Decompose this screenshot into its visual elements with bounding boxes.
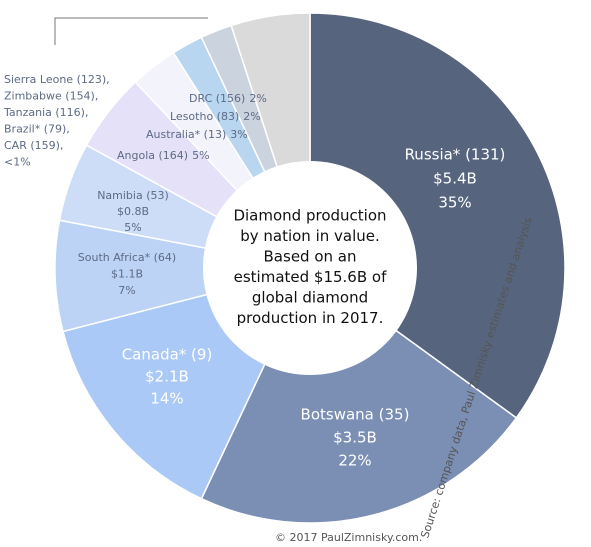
amount-label: $0.8B: [117, 205, 149, 218]
category-label: Russia* (131): [405, 146, 506, 164]
category-label: Namibia (53): [97, 189, 169, 202]
amount-label: $5.4B: [433, 170, 477, 188]
slice-label: Australia* (13) 3%: [146, 128, 248, 141]
center-text: by nation in value.: [240, 227, 380, 245]
category-label: Australia* (13): [146, 128, 226, 141]
slice-label: Angola (164) 5%: [117, 149, 210, 162]
value-label: 2%: [249, 92, 266, 105]
category-label: South Africa* (64): [78, 251, 176, 264]
slice-label: DRC (156) 2%: [189, 92, 267, 105]
value-label: 5%: [192, 149, 209, 162]
amount-label: $3.5B: [333, 429, 377, 447]
value-label: 22%: [338, 452, 371, 470]
others-label: <1%: [4, 156, 31, 169]
category-label: DRC (156): [189, 92, 245, 105]
others-label: Sierra Leone (123),: [4, 73, 110, 86]
donut-hole: [203, 161, 417, 375]
center-text: global diamond: [252, 289, 368, 307]
category-label: Angola (164): [117, 149, 188, 162]
others-label: Brazil* (79),: [4, 123, 70, 136]
amount-label: $1.1B: [111, 268, 143, 281]
others-label: Zimbabwe (154),: [4, 90, 98, 103]
center-text: production in 2017.: [237, 309, 384, 327]
slice-label: Lesotho (83) 2%: [170, 110, 261, 123]
value-label: 14%: [150, 390, 183, 408]
category-label: Canada* (9): [122, 346, 213, 364]
others-label: CAR (159),: [4, 139, 63, 152]
others-label: Tanzania (116),: [3, 106, 88, 119]
category-label: Botswana (35): [301, 406, 410, 424]
amount-label: $2.1B: [145, 368, 189, 386]
center-text: Diamond production: [233, 207, 386, 225]
value-label: 7%: [118, 284, 135, 297]
value-label: 3%: [230, 128, 247, 141]
center-text: estimated $15.6B of: [234, 268, 387, 286]
copyright: © 2017 PaulZimnisky.com.: [275, 531, 422, 544]
value-label: 35%: [438, 194, 471, 212]
value-label: 2%: [243, 110, 260, 123]
category-label: Lesotho (83): [170, 110, 239, 123]
center-text: Based on an: [264, 248, 357, 266]
value-label: 5%: [124, 221, 141, 234]
leader-line: [54, 17, 208, 45]
